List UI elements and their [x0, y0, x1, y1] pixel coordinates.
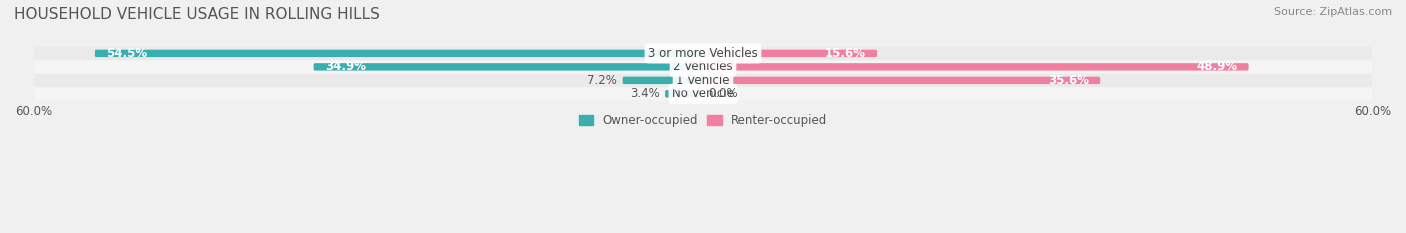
Text: 3 or more Vehicles: 3 or more Vehicles [648, 47, 758, 60]
Text: 35.6%: 35.6% [1047, 74, 1090, 87]
Text: 0.0%: 0.0% [709, 87, 738, 100]
Text: 54.5%: 54.5% [105, 47, 148, 60]
Text: 7.2%: 7.2% [588, 74, 617, 87]
Legend: Owner-occupied, Renter-occupied: Owner-occupied, Renter-occupied [579, 114, 827, 127]
FancyBboxPatch shape [314, 63, 703, 71]
FancyBboxPatch shape [703, 50, 877, 57]
FancyBboxPatch shape [34, 60, 1372, 74]
Text: 34.9%: 34.9% [325, 60, 366, 73]
FancyBboxPatch shape [703, 63, 1249, 71]
FancyBboxPatch shape [34, 47, 1372, 60]
Text: Source: ZipAtlas.com: Source: ZipAtlas.com [1274, 7, 1392, 17]
FancyBboxPatch shape [703, 77, 1101, 84]
Text: 15.6%: 15.6% [825, 47, 866, 60]
FancyBboxPatch shape [665, 90, 703, 98]
Text: No Vehicle: No Vehicle [672, 87, 734, 100]
Text: 2 Vehicles: 2 Vehicles [673, 60, 733, 73]
Text: 48.9%: 48.9% [1197, 60, 1237, 73]
Text: 1 Vehicle: 1 Vehicle [676, 74, 730, 87]
FancyBboxPatch shape [623, 77, 703, 84]
FancyBboxPatch shape [96, 50, 703, 57]
FancyBboxPatch shape [34, 87, 1372, 101]
Text: 3.4%: 3.4% [630, 87, 659, 100]
Text: HOUSEHOLD VEHICLE USAGE IN ROLLING HILLS: HOUSEHOLD VEHICLE USAGE IN ROLLING HILLS [14, 7, 380, 22]
FancyBboxPatch shape [34, 74, 1372, 87]
